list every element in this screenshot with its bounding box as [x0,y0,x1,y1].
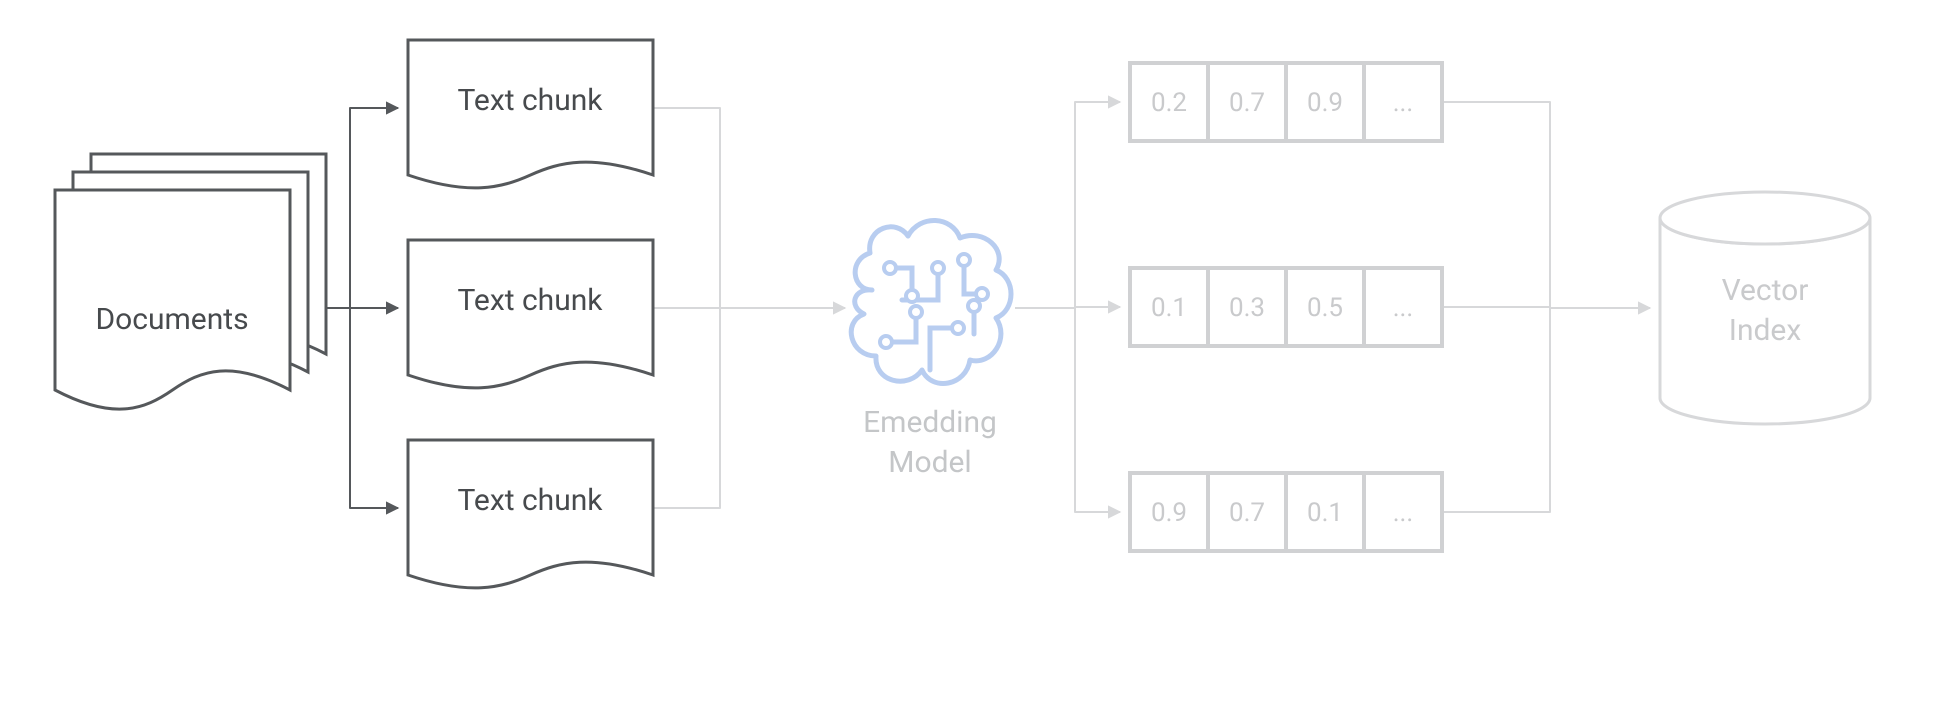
brain-node-dot [952,322,964,334]
cylinder-top [1660,192,1870,244]
connector-vector-db [1442,308,1550,512]
documents-node: Documents [55,154,326,409]
vector-index-label-2: Index [1729,313,1802,348]
text-chunk-node: Text chunk [408,440,653,588]
vector-cell-value: 0.7 [1229,88,1265,118]
vector-cell-value: 0.9 [1307,88,1343,118]
vector-row: 0.9 0.7 0.1... [1130,473,1442,551]
connector-chunk-model [653,108,720,308]
embedding-model-label-1: Emedding [863,405,997,440]
vector-row: 0.2 0.7 0.9... [1130,63,1442,141]
vector-cell-value: ... [1393,88,1414,118]
vector-cell-value: ... [1393,498,1414,528]
vector-cell-value: 0.1 [1151,293,1187,323]
documents-label: Documents [95,302,248,337]
brain-node-dot [968,300,980,312]
vector-cell-value: ... [1393,293,1414,323]
documents-sheet [55,190,290,409]
brain-node-dot [958,254,970,266]
vector-index-node: Vector Index [1660,192,1870,424]
pipeline-diagram: Documents Text chunk Text chunk Text chunk E… [0,0,1940,712]
connector-model-vector [1015,102,1120,308]
text-chunk-label: Text chunk [457,283,603,318]
vector-cell-value: 0.1 [1307,498,1343,528]
text-chunk-node: Text chunk [408,240,653,388]
text-chunk-node: Text chunk [408,40,653,188]
vector-row: 0.1 0.3 0.5... [1130,268,1442,346]
brain-node-dot [884,262,896,274]
vector-cell-value: 0.5 [1307,293,1343,323]
brain-node-dot [906,290,918,302]
connector-chunk-model [653,308,720,508]
embedding-model-label-2: Model [888,445,971,480]
brain-node-dot [932,262,944,274]
vector-cell-value: 0.7 [1229,498,1265,528]
connector-model-vector [1015,308,1120,512]
connector-vector-db [1442,102,1550,308]
brain-node-dot [880,336,892,348]
brain-node-dot [910,306,922,318]
connector-vector-db [1442,307,1550,308]
vector-cell-value: 0.9 [1151,498,1187,528]
vector-cell-value: 0.2 [1151,88,1187,118]
text-chunk-label: Text chunk [457,483,603,518]
text-chunk-label: Text chunk [457,83,603,118]
embedding-model-node [851,220,1011,383]
brain-node-dot [976,288,988,300]
vector-index-label-1: Vector [1722,273,1809,308]
vector-cell-value: 0.3 [1229,293,1265,323]
